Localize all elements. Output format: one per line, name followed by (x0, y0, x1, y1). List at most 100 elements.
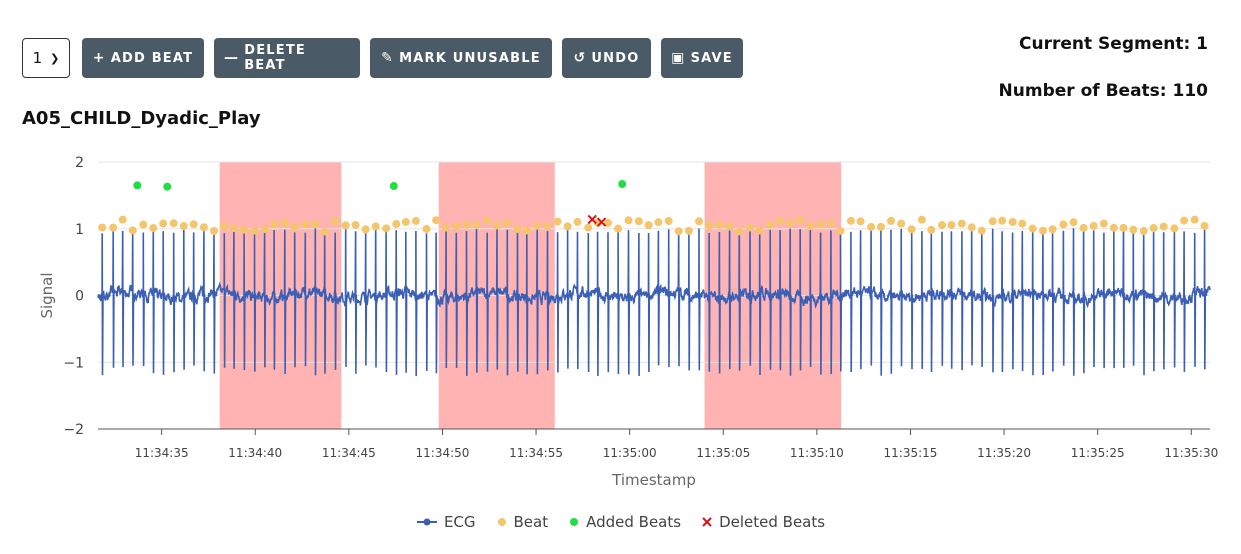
beat-point (634, 217, 643, 226)
beat-point (1129, 225, 1138, 234)
beat-point (826, 219, 835, 228)
add-beat-button[interactable]: + ADD BEAT (82, 38, 204, 78)
beat-point (695, 217, 704, 226)
beat-point (220, 222, 229, 231)
beat-point (411, 216, 420, 225)
x-tick-label: 11:34:40 (228, 446, 282, 460)
beat-point (392, 220, 401, 229)
add-beat-label: ADD BEAT (110, 50, 194, 66)
y-axis-title: Signal (38, 272, 56, 318)
pencil-icon: ✎ (381, 50, 395, 66)
added-beat-point (618, 180, 627, 189)
beat-point (1008, 217, 1017, 226)
axes: 2 1 0 −1 −2 11:34:35 11:34:40 11:34:45 11:34:50 1… (63, 155, 1218, 460)
beat-point (250, 226, 259, 235)
legend-item-ecg[interactable]: ECG (416, 513, 476, 531)
beat-point (311, 220, 320, 229)
undo-label: UNDO (591, 50, 640, 66)
beat-point (867, 222, 876, 231)
beat-point (947, 220, 956, 229)
beat-point (331, 217, 340, 226)
beat-point (684, 226, 693, 235)
beat-point (361, 225, 370, 234)
beat-point (766, 220, 775, 229)
minus-icon: — (224, 50, 240, 66)
beat-point (998, 216, 1007, 225)
y-tick-label: −1 (63, 355, 84, 371)
beat-point (715, 220, 724, 229)
beat-point (1079, 223, 1088, 232)
beat-point (806, 221, 815, 230)
beat-point (725, 222, 734, 231)
beat-point (705, 221, 714, 230)
beat-point (522, 226, 531, 235)
beat-point (614, 224, 623, 233)
legend-ecg-label: ECG (443, 513, 476, 531)
mark-unusable-button[interactable]: ✎ MARK UNUSABLE (370, 38, 552, 78)
beat-point (179, 222, 188, 231)
x-tick-label: 11:35:15 (884, 446, 938, 460)
undo-button[interactable]: ↺ UNDO (562, 38, 651, 78)
beat-point (382, 224, 391, 233)
beat-point (432, 216, 441, 225)
x-tick-label: 11:35:05 (696, 446, 750, 460)
added-beat-point (389, 182, 398, 191)
legend-beat-label: Beat (513, 513, 549, 531)
added-beat-point (163, 182, 172, 191)
save-label: SAVE (690, 50, 733, 66)
beat-point (1170, 224, 1179, 233)
x-tick-label: 11:35:00 (603, 446, 657, 460)
beat-point (351, 220, 360, 229)
beat-point (1119, 223, 1128, 232)
delete-beat-label: DELETE BEAT (244, 43, 306, 73)
beat-point (503, 218, 512, 227)
legend-deleted-marker (702, 517, 712, 527)
beat-point (796, 216, 805, 225)
save-button[interactable]: ▣ SAVE (661, 38, 743, 78)
ecg-series (97, 228, 1211, 377)
segment-select[interactable]: 1 ❯ (22, 38, 70, 78)
beat-point (341, 221, 350, 230)
beat-point (776, 216, 785, 225)
beat-point (210, 227, 219, 236)
toolbar: 1 ❯ + ADD BEAT — DELETE BEAT ✎ MARK UNUS… (22, 38, 753, 78)
beat-point (1018, 219, 1027, 228)
legend-item-beat[interactable]: Beat (496, 513, 549, 531)
beat-point (149, 224, 158, 233)
beat-point (442, 223, 451, 232)
floppy-disk-icon: ▣ (671, 50, 686, 66)
delete-beat-button[interactable]: — DELETE BEAT (214, 38, 360, 78)
beat-point (887, 216, 896, 225)
beat-point (199, 223, 208, 232)
beat-series (98, 215, 1209, 236)
beat-point (664, 216, 673, 225)
x-tick-label: 11:35:10 (790, 446, 844, 460)
segment-select-value: 1 (32, 49, 43, 67)
x-tick-label: 11:35:30 (1164, 446, 1218, 460)
deleted-beat-point (596, 217, 607, 227)
legend-added-marker (570, 518, 579, 526)
beat-point (118, 215, 127, 224)
x-tick-label: 11:35:20 (977, 446, 1031, 460)
number-of-beats-text: Number of Beats: 110 (998, 81, 1208, 101)
beat-point (240, 225, 249, 234)
beat-point (128, 226, 137, 235)
legend-beat-marker (497, 518, 506, 526)
beat-point (897, 219, 906, 228)
beat-point (654, 218, 663, 227)
x-tick-label: 11:35:25 (1071, 446, 1125, 460)
beat-point (553, 217, 562, 226)
beat-point (876, 222, 885, 231)
legend-item-added-beats[interactable]: Added Beats (568, 513, 681, 531)
beat-point (1159, 222, 1168, 231)
beat-point (159, 219, 168, 228)
beat-point (938, 221, 947, 230)
legend-item-deleted-beats[interactable]: Deleted Beats (701, 513, 825, 531)
beat-point (1038, 226, 1047, 235)
beat-point (1180, 216, 1189, 225)
beat-point (735, 227, 744, 236)
beat-point (846, 216, 855, 225)
beat-point (452, 222, 461, 231)
beat-point (674, 227, 683, 236)
